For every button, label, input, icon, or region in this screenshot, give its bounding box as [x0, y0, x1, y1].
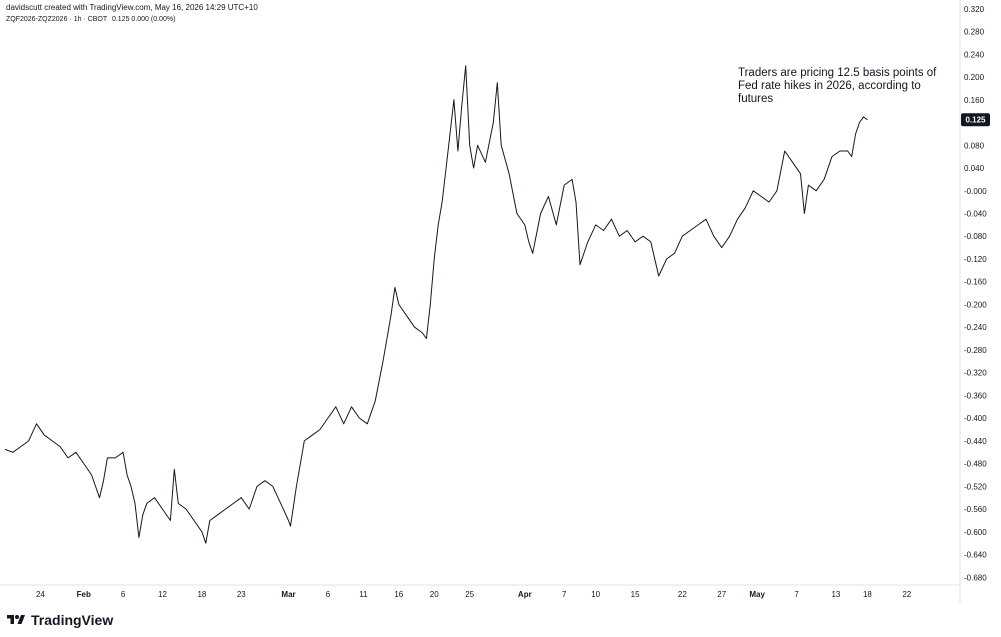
y-tick-label: -0.120 [964, 255, 987, 264]
y-tick-label: -0.480 [964, 460, 987, 469]
y-tick-label: 0.080 [964, 141, 985, 150]
y-tick-label: -0.240 [964, 323, 987, 332]
y-tick-label: 0.200 [964, 73, 985, 82]
y-tick-label: -0.360 [964, 391, 987, 400]
y-tick-label: -0.440 [964, 437, 987, 446]
symbol-values: 0.125 0.000 (0.00%) [111, 16, 176, 23]
y-tick-label: 0.160 [964, 96, 985, 105]
y-tick-label: -0.200 [964, 300, 987, 309]
x-tick-label: 20 [430, 590, 439, 599]
y-tick-label: -0.560 [964, 505, 987, 514]
x-tick-label: 10 [591, 590, 600, 599]
last-price-label: 0.125 [965, 116, 986, 125]
y-tick-label: -0.000 [964, 187, 987, 196]
creator-credit: davidscutt created with TradingView.com,… [6, 3, 258, 12]
x-tick-label: 13 [831, 590, 840, 599]
x-tick-label: 6 [326, 590, 331, 599]
y-tick-label: -0.320 [964, 369, 987, 378]
y-tick-label: 0.280 [964, 28, 985, 37]
y-tick-label: -0.400 [964, 414, 987, 423]
y-tick-label: -0.040 [964, 209, 987, 218]
x-tick-label: 27 [717, 590, 726, 599]
y-tick-label: -0.600 [964, 528, 987, 537]
x-tick-label: 7 [562, 590, 567, 599]
x-tick-label: Feb [77, 590, 91, 599]
price-axis[interactable]: 0.3200.2800.2400.2000.1600.1200.0800.040… [964, 5, 987, 582]
x-tick-label: 18 [197, 590, 206, 599]
symbol-info: ZQF2026-ZQZ2026 · 1h · CBOT 0.125 0.000 … [6, 16, 175, 23]
x-tick-label: 7 [794, 590, 799, 599]
y-tick-label: -0.280 [964, 346, 987, 355]
chart-annotation: Traders are pricing 12.5 basis points of… [738, 67, 937, 105]
x-tick-label: 12 [158, 590, 167, 599]
last-price-badge-bg [961, 113, 990, 127]
symbol-label: ZQF2026-ZQZ2026 · 1h · CBOT [6, 16, 108, 23]
x-tick-label: Apr [518, 590, 532, 599]
time-axis[interactable]: 24 Feb 6 12 18 23 Mar 6 11 16 20 25 Apr 7 10 15 22 27 May 7… [36, 590, 912, 599]
last-price-badge: 0.125 [961, 113, 990, 127]
x-tick-label: 25 [465, 590, 474, 599]
y-tick-label: -0.640 [964, 551, 987, 560]
x-tick-label: 23 [237, 590, 246, 599]
x-tick-label: 18 [863, 590, 872, 599]
tradingview-logo[interactable]: TradingView [6, 612, 113, 628]
x-tick-label: 24 [36, 590, 45, 599]
y-tick-label: -0.680 [964, 573, 987, 582]
x-tick-label: 11 [359, 590, 368, 599]
logo-text: TradingView [31, 612, 114, 628]
x-tick-label: 6 [121, 590, 126, 599]
x-tick-label: Mar [281, 590, 295, 599]
tradingview-logo-icon [7, 615, 25, 624]
y-tick-label: -0.080 [964, 232, 987, 241]
y-tick-label: -0.160 [964, 278, 987, 287]
y-tick-label: 0.320 [964, 5, 985, 14]
x-tick-label: 22 [902, 590, 911, 599]
y-tick-label: -0.520 [964, 482, 987, 491]
x-tick-label: 15 [631, 590, 640, 599]
x-tick-label: 16 [394, 590, 403, 599]
x-tick-label: May [749, 590, 765, 599]
y-tick-label: 0.240 [964, 50, 985, 59]
y-tick-label: 0.040 [964, 164, 985, 173]
x-tick-label: 22 [678, 590, 687, 599]
series-line [4, 65, 868, 544]
